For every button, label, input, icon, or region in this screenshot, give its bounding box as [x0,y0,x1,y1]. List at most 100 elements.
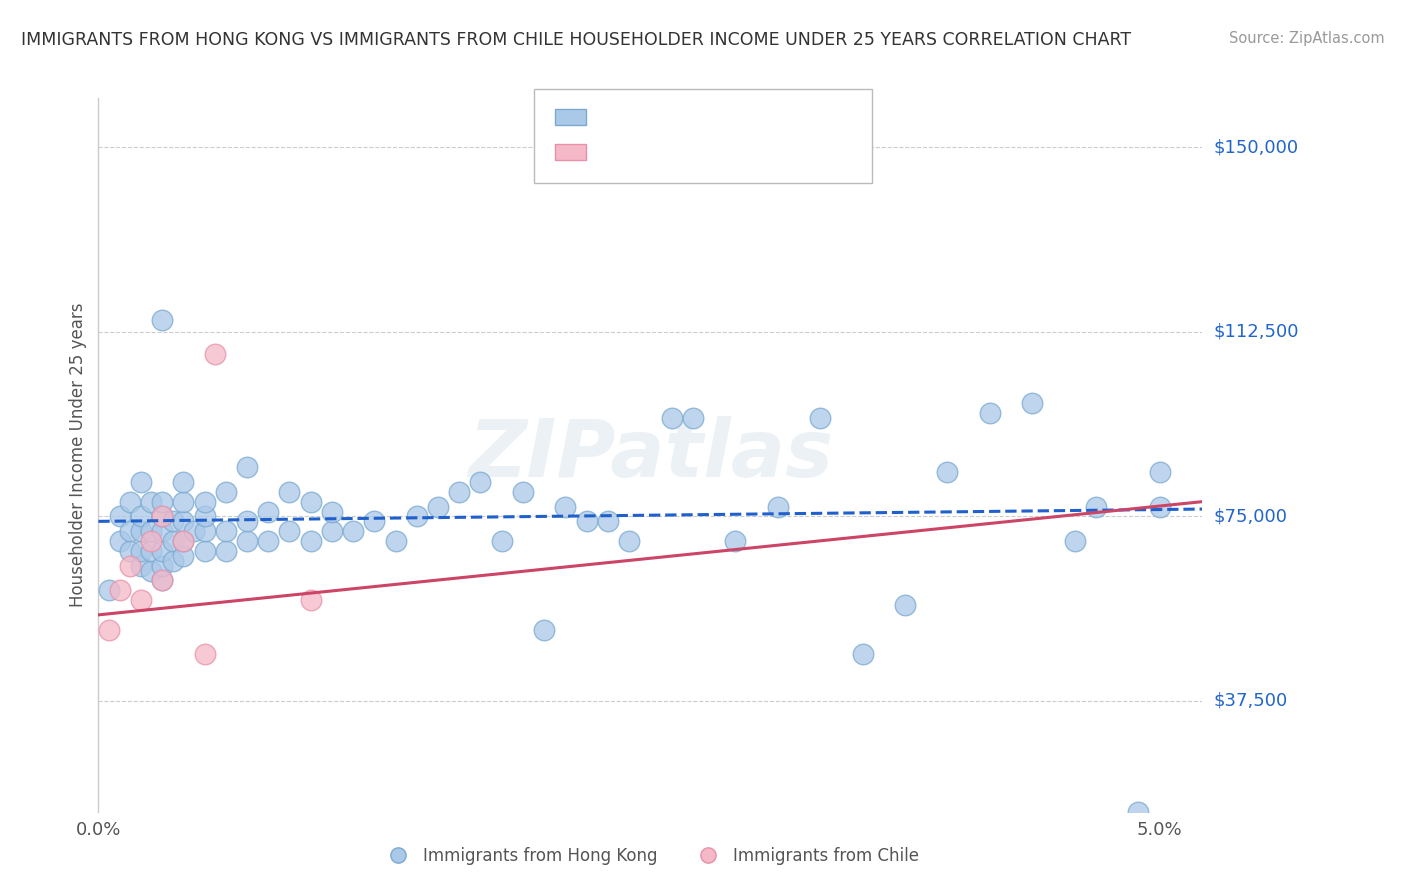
Text: $150,000: $150,000 [1213,138,1298,156]
Point [1149,465,1171,479]
Point [120,524,142,539]
Point [150,574,173,588]
Point [512,484,534,499]
Point [215,524,238,539]
Point [150,544,173,558]
Text: IMMIGRANTS FROM HONG KONG VS IMMIGRANTS FROM CHILE HOUSEHOLDER INCOME UNDER 25 Y: IMMIGRANTS FROM HONG KONG VS IMMIGRANTS … [21,31,1132,49]
Point [172,494,194,508]
Point [405,509,427,524]
Point [129,509,152,524]
Point [172,534,194,549]
Text: 11: 11 [727,143,748,161]
Point [278,484,301,499]
Point [851,647,873,661]
Point [257,504,280,518]
Point [299,593,322,607]
Point [150,558,173,573]
Point [172,514,194,528]
Point [129,475,152,489]
Point [129,558,152,573]
Text: N =: N = [682,108,730,126]
Point [120,544,142,558]
Point [120,494,142,508]
Point [172,549,194,563]
Point [236,460,259,475]
Point [470,475,492,489]
Point [172,475,194,489]
Point [108,534,131,549]
Point [108,583,131,598]
Y-axis label: Householder Income Under 25 years: Householder Income Under 25 years [69,302,87,607]
Point [129,593,152,607]
Point [108,509,131,524]
Text: R =: R = [598,143,634,161]
Point [682,411,704,425]
Point [236,514,259,528]
Point [193,647,215,661]
Point [162,534,184,549]
Point [1149,500,1171,514]
Point [172,534,194,549]
Point [193,524,215,539]
Point [384,534,406,549]
Text: $75,000: $75,000 [1213,508,1288,525]
Point [979,406,1001,420]
Point [129,544,152,558]
Point [141,544,163,558]
Point [1063,534,1085,549]
Point [120,558,142,573]
Point [150,312,173,326]
Point [193,494,215,508]
Point [766,500,789,514]
Point [617,534,640,549]
Point [427,500,450,514]
Point [150,524,173,539]
Point [141,494,163,508]
Point [554,500,576,514]
Point [150,574,173,588]
Point [449,484,471,499]
Point [98,623,121,637]
Text: 0.217: 0.217 [628,143,676,161]
Point [204,347,226,361]
Point [321,504,343,518]
Point [1085,500,1108,514]
Text: 78: 78 [727,108,748,126]
Point [150,509,173,524]
Point [98,583,121,598]
Point [141,524,163,539]
Point [724,534,747,549]
Point [162,554,184,568]
Point [278,524,301,539]
Point [215,544,238,558]
Point [257,534,280,549]
Point [141,534,163,549]
Point [299,534,322,549]
Point [162,514,184,528]
Point [575,514,598,528]
Point [299,494,322,508]
Point [363,514,385,528]
Point [193,544,215,558]
Point [661,411,683,425]
Point [894,598,917,612]
Text: $37,500: $37,500 [1213,692,1288,710]
Point [342,524,364,539]
Point [150,494,173,508]
Text: R =: R = [598,108,634,126]
Point [491,534,513,549]
Point [129,524,152,539]
Point [193,509,215,524]
Text: $112,500: $112,500 [1213,323,1299,341]
Text: N =: N = [682,143,730,161]
Point [808,411,831,425]
Text: Source: ZipAtlas.com: Source: ZipAtlas.com [1229,31,1385,46]
Legend: Immigrants from Hong Kong, Immigrants from Chile: Immigrants from Hong Kong, Immigrants fr… [375,840,925,871]
Point [596,514,619,528]
Point [936,465,959,479]
Point [236,534,259,549]
Point [1021,396,1043,410]
Text: 0.017: 0.017 [628,108,676,126]
Point [215,484,238,499]
Point [533,623,555,637]
